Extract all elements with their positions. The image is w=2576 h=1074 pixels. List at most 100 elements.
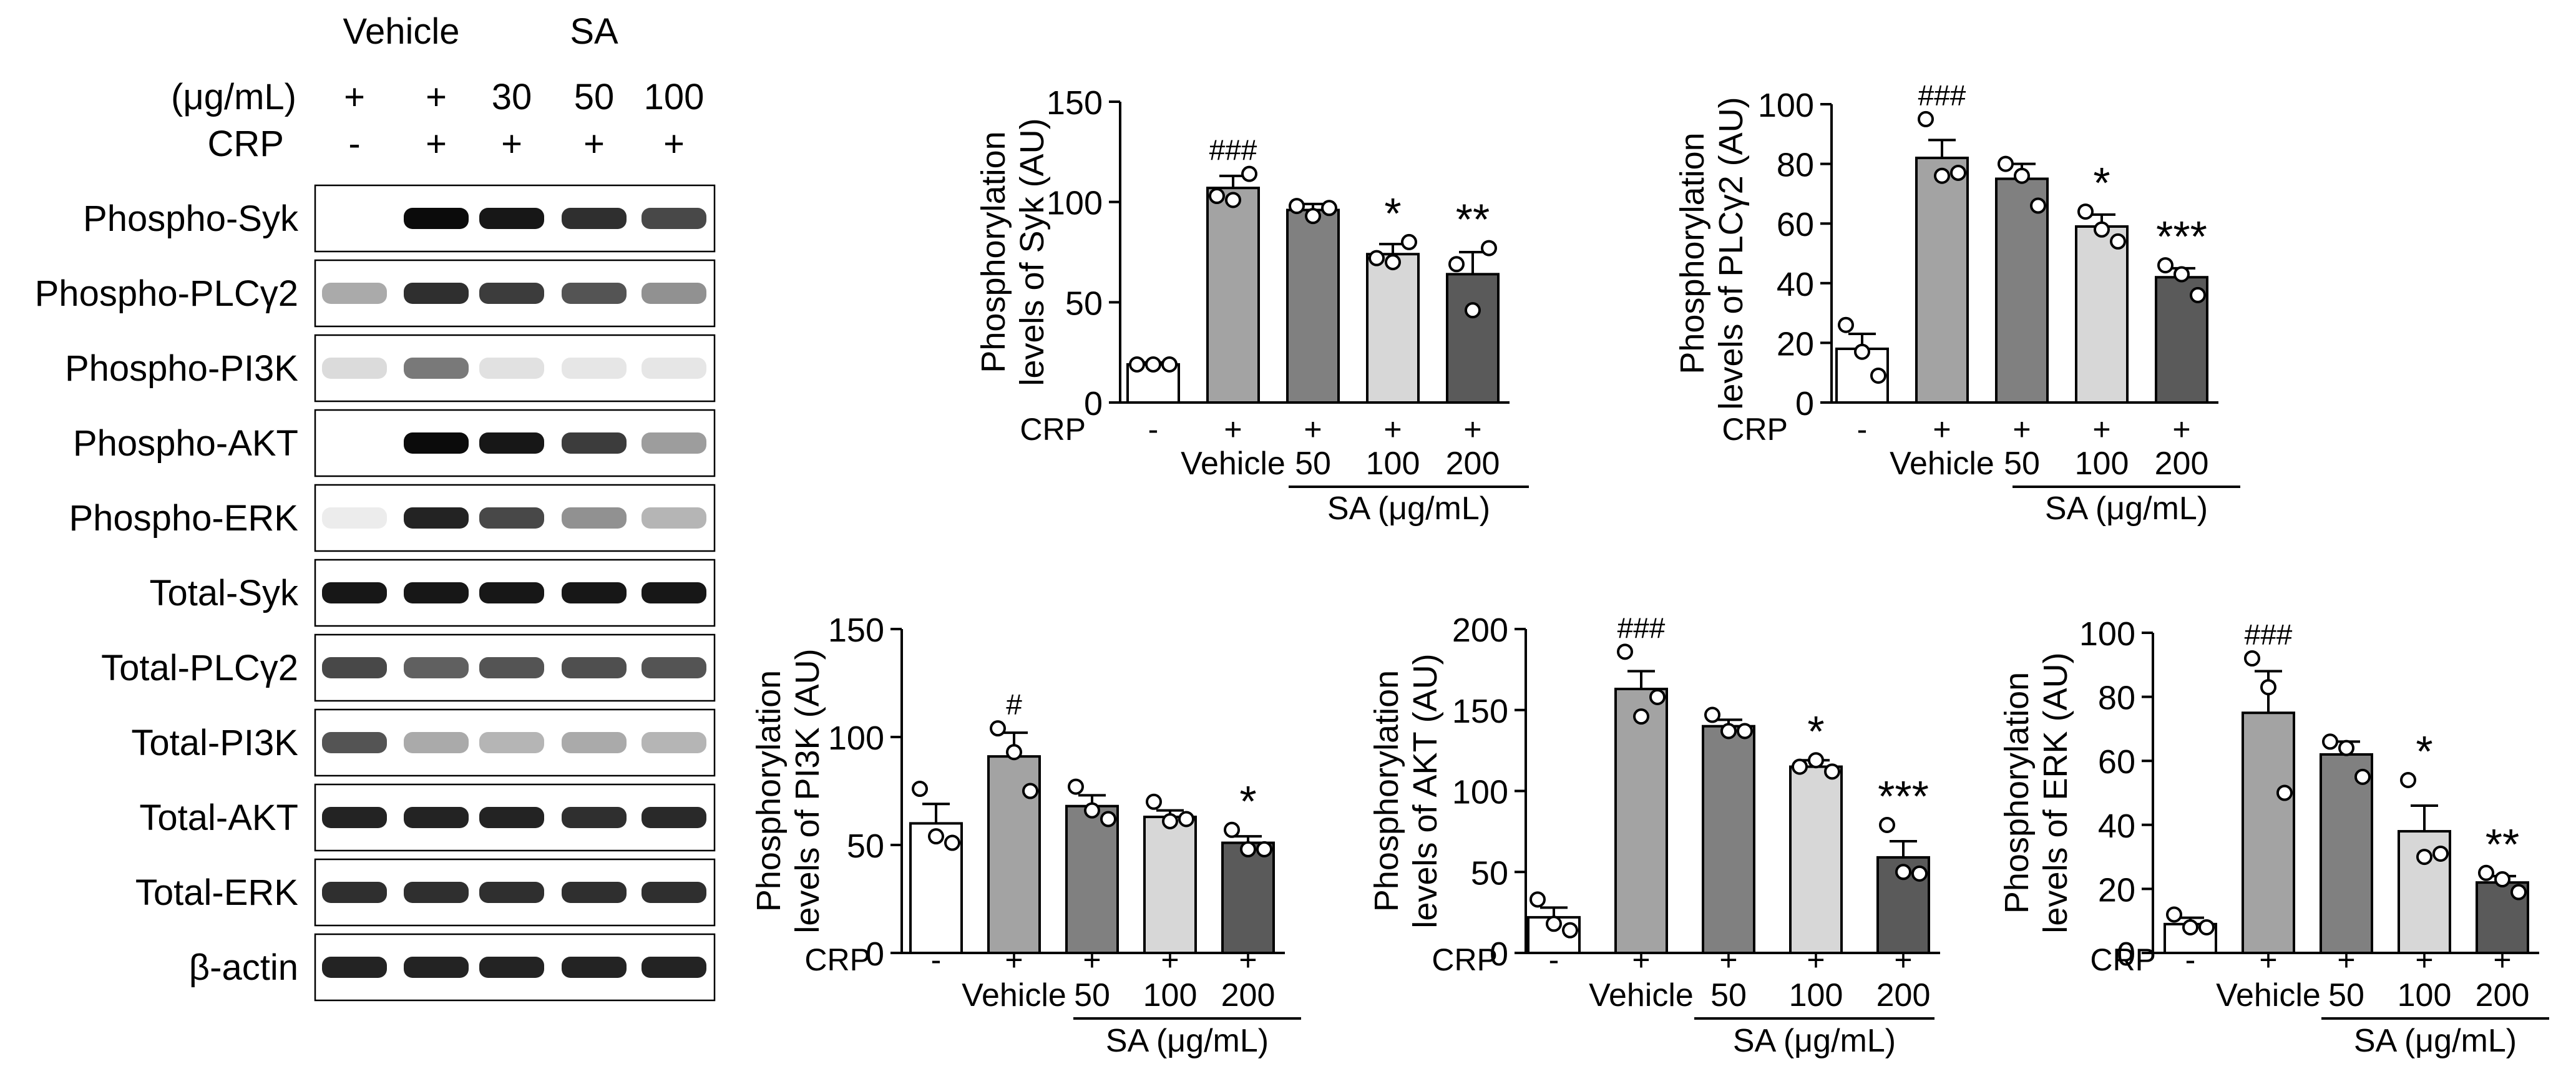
significance-label: ### bbox=[1617, 612, 1666, 644]
blot-lane: Phospho-Syk bbox=[83, 184, 716, 253]
significance-label: ** bbox=[1456, 195, 1490, 244]
data-point bbox=[1225, 192, 1241, 208]
blot-band bbox=[479, 957, 544, 978]
data-point bbox=[1950, 164, 1966, 181]
data-point bbox=[1870, 367, 1886, 384]
significance-label: ### bbox=[2245, 618, 2293, 651]
blot-band bbox=[642, 432, 706, 454]
blot-band bbox=[404, 432, 469, 454]
bar bbox=[1286, 208, 1340, 404]
crp-sign: + bbox=[2092, 412, 2110, 447]
data-point bbox=[990, 720, 1006, 737]
y-axis-label-line2: levels of Syk (AU) bbox=[1013, 118, 1051, 386]
blot-band bbox=[322, 657, 387, 678]
x-tick-label: 100 bbox=[2075, 446, 2129, 482]
y-tick-label: 0 bbox=[1490, 935, 1508, 973]
crp-sign: + bbox=[1005, 942, 1023, 977]
blot-band bbox=[562, 283, 627, 304]
data-point bbox=[2077, 203, 2094, 220]
data-point bbox=[2174, 266, 2190, 283]
sa-header: SA bbox=[570, 11, 618, 52]
blot-band bbox=[404, 358, 469, 379]
crp-sign: + bbox=[1463, 412, 1481, 447]
data-point bbox=[2182, 919, 2198, 935]
significance-label: * bbox=[1384, 189, 1401, 238]
crp-cell: - bbox=[348, 124, 360, 164]
sa-group-label: SA (μg/mL) bbox=[1733, 1023, 1896, 1059]
blot-lane-label: Phospho-AKT bbox=[73, 423, 298, 464]
crp-sign: + bbox=[2012, 412, 2031, 447]
blot-band bbox=[404, 582, 469, 603]
bar bbox=[1702, 725, 1755, 954]
blot-band bbox=[479, 582, 544, 603]
data-point bbox=[1649, 688, 1666, 705]
data-point bbox=[2432, 845, 2449, 862]
significance-label: # bbox=[1006, 688, 1022, 721]
significance-label: ** bbox=[2486, 820, 2519, 869]
crp-cell: + bbox=[663, 124, 685, 164]
blot-band bbox=[322, 283, 387, 304]
x-tick-label: 50 bbox=[1710, 977, 1747, 1013]
blot-band bbox=[562, 432, 627, 454]
data-point bbox=[1633, 708, 1649, 725]
significance-label: * bbox=[1239, 777, 1256, 826]
y-tick-label: 0 bbox=[1795, 385, 1814, 422]
crp-cell: + bbox=[501, 124, 522, 164]
data-point bbox=[2416, 849, 2432, 866]
crp-sign: + bbox=[1632, 942, 1650, 977]
data-point bbox=[1854, 343, 1870, 360]
crp-row-label: CRP bbox=[208, 124, 284, 164]
blot-band bbox=[642, 657, 706, 678]
blot-band bbox=[404, 732, 469, 753]
data-point bbox=[1838, 316, 1854, 333]
data-point bbox=[1146, 793, 1162, 810]
bar bbox=[1221, 841, 1275, 955]
data-point bbox=[1562, 922, 1578, 939]
y-tick-label: 100 bbox=[1452, 774, 1508, 811]
crp-cell: + bbox=[583, 124, 605, 164]
blot-band bbox=[479, 882, 544, 903]
data-point bbox=[1911, 865, 1928, 882]
data-point bbox=[1068, 778, 1084, 795]
crp-sign: + bbox=[1894, 942, 1912, 977]
blot-frame bbox=[314, 334, 716, 403]
y-tick-label: 100 bbox=[1046, 185, 1103, 222]
crp-sign: - bbox=[1148, 412, 1159, 447]
y-tick-label: 150 bbox=[1452, 693, 1508, 730]
blot-lane-label: Total-ERK bbox=[135, 872, 298, 913]
dose-cell: + bbox=[426, 77, 447, 117]
data-point bbox=[2110, 233, 2126, 250]
data-point bbox=[2276, 784, 2293, 801]
blot-lane: Phospho-PI3K bbox=[65, 334, 716, 403]
crp-sign: - bbox=[931, 942, 942, 977]
crp-sign: + bbox=[2172, 412, 2190, 447]
x-tick-label: 100 bbox=[2398, 977, 2452, 1013]
data-point bbox=[2478, 864, 2494, 881]
blot-lane: Phospho-AKT bbox=[73, 409, 716, 477]
y-tick-label: 50 bbox=[1065, 285, 1103, 322]
y-tick-label: 100 bbox=[828, 720, 884, 757]
crp-sign: - bbox=[1549, 942, 1559, 977]
significance-label: *** bbox=[1878, 772, 1929, 821]
blot-band bbox=[479, 507, 544, 529]
blot-lane: Total-PI3K bbox=[131, 708, 716, 777]
crp-sign: + bbox=[2493, 942, 2511, 977]
data-point bbox=[1256, 841, 1272, 857]
blot-band bbox=[479, 208, 544, 229]
x-tick-label: 200 bbox=[1876, 977, 1931, 1013]
blot-band bbox=[322, 957, 387, 978]
y-tick-label: 100 bbox=[1758, 87, 1814, 124]
data-point bbox=[2157, 257, 2174, 274]
sa-group-label: SA (μg/mL) bbox=[1327, 491, 1490, 527]
bar-chart: 0 50 100 150 Phosphorylation levels of Syk (A… bbox=[975, 84, 1529, 527]
data-point bbox=[944, 834, 960, 851]
blot-band bbox=[479, 732, 544, 753]
y-axis-label-line2: levels of ERK (AU) bbox=[2037, 652, 2074, 933]
blot-band bbox=[404, 283, 469, 304]
crp-sign: + bbox=[2259, 942, 2277, 977]
x-tick-label: 100 bbox=[1366, 446, 1420, 482]
data-point bbox=[1162, 813, 1178, 829]
blot-band bbox=[404, 882, 469, 903]
blot-band bbox=[404, 807, 469, 828]
crp-cell: + bbox=[426, 124, 447, 164]
